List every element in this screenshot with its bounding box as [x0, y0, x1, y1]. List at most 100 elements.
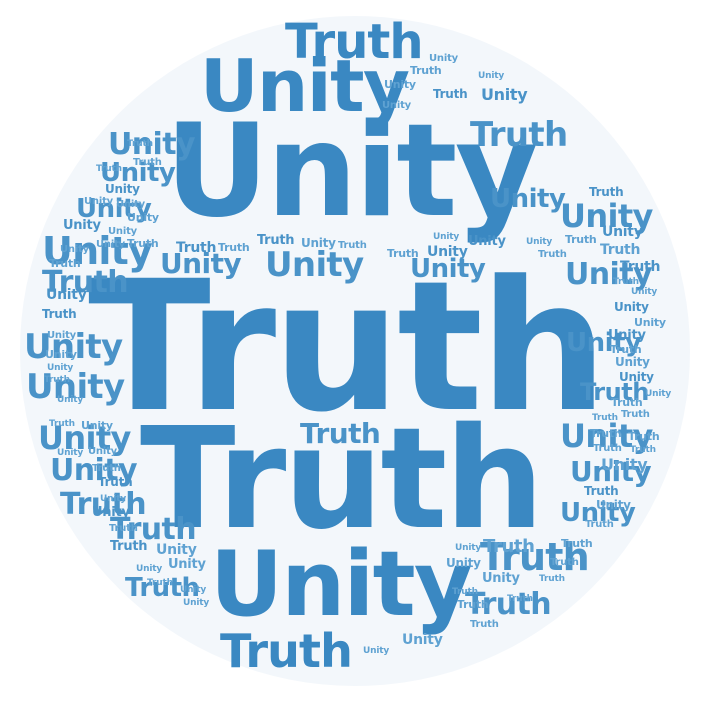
cloud-word-truth: Truth — [44, 375, 70, 385]
cloud-word-unity: Unity — [481, 85, 528, 104]
cloud-word-unity: Unity — [108, 127, 196, 162]
cloud-word-unity: Unity — [566, 328, 642, 358]
cloud-word-truth: Truth — [42, 307, 77, 321]
cloud-word-truth: Truth — [125, 573, 200, 603]
cloud-word-unity: Unity — [526, 237, 553, 247]
cloud-word-truth: Truth — [550, 557, 579, 568]
cloud-word-truth: Truth — [410, 64, 442, 77]
cloud-word-truth: Truth — [220, 624, 353, 678]
cloud-word-truth: Truth — [592, 413, 618, 423]
cloud-word-unity: Unity — [429, 53, 458, 64]
cloud-word-unity: Unity — [560, 498, 636, 528]
cloud-word-truth: Truth — [589, 185, 624, 199]
cloud-word-truth: Truth — [433, 87, 468, 101]
cloud-word-unity: Unity — [45, 348, 77, 361]
cloud-word-truth: Truth — [470, 619, 499, 630]
cloud-word-truth: Truth — [620, 259, 661, 275]
cloud-word-truth: Truth — [387, 247, 419, 260]
cloud-word-truth: Truth — [593, 443, 622, 454]
cloud-word-truth: Truth — [584, 484, 619, 498]
cloud-word-truth: Truth — [465, 587, 552, 622]
cloud-word-unity: Unity — [402, 632, 443, 648]
cloud-word-unity: Unity — [100, 158, 176, 188]
cloud-word-unity: Unity — [108, 226, 137, 237]
cloud-word-unity: Unity — [76, 194, 152, 224]
cloud-word-unity: Unity — [382, 100, 411, 111]
cloud-word-unity: Unity — [433, 232, 460, 242]
cloud-word-unity: Unity — [26, 367, 125, 407]
cloud-word-unity: Unity — [565, 257, 653, 292]
cloud-word-truth: Truth — [110, 512, 197, 547]
cloud-word-unity: Unity — [105, 182, 140, 196]
cloud-word-truth: Truth — [109, 523, 138, 534]
cloud-word-unity: Unity — [482, 571, 520, 586]
cloud-word-truth: Truth — [610, 343, 642, 356]
cloud-word-unity: Unity — [615, 355, 650, 369]
cloud-word-unity: Unity — [384, 78, 416, 91]
cloud-word-unity: Unity — [168, 557, 206, 572]
cloud-word-unity: Unity — [50, 453, 138, 488]
cloud-word-truth: Truth — [147, 578, 173, 588]
cloud-word-unity: Unity — [619, 370, 654, 384]
cloud-word-truth: Truth — [590, 427, 622, 440]
cloud-word-unity: Unity — [24, 327, 123, 367]
cloud-word-unity: Unity — [92, 505, 130, 520]
cloud-word-truth: Truth — [60, 487, 147, 522]
cloud-word-truth: Truth — [257, 233, 295, 248]
cloud-word-unity: Unity — [608, 328, 646, 343]
cloud-word-truth: Truth — [565, 233, 597, 246]
cloud-word-truth: Truth — [613, 277, 639, 287]
cloud-word-unity: Unity — [42, 229, 153, 273]
cloud-background-disc — [20, 16, 690, 686]
cloud-word-unity: Unity — [160, 247, 242, 280]
cloud-word-unity: Unity — [410, 254, 486, 284]
cloud-word-unity: Unity — [634, 316, 666, 329]
cloud-word-truth: Truth — [300, 417, 381, 450]
cloud-word-unity: Unity — [560, 417, 653, 455]
cloud-word-truth: Truth — [538, 249, 567, 260]
cloud-word-unity: Unity — [180, 585, 207, 595]
cloud-word-truth: Truth — [49, 257, 81, 270]
cloud-word-unity: Unity — [468, 234, 506, 249]
cloud-word-unity: Unity — [60, 244, 89, 255]
cloud-word-unity: Unity — [210, 532, 473, 637]
cloud-word-truth: Truth — [561, 537, 593, 550]
cloud-word-truth: Truth — [611, 396, 643, 409]
cloud-word-unity: Unity — [301, 236, 336, 250]
cloud-word-unity: Unity — [455, 543, 482, 553]
cloud-word-unity: Unity — [47, 330, 76, 341]
cloud-word-unity: Unity — [165, 97, 538, 246]
cloud-word-truth: Truth — [176, 240, 217, 256]
cloud-word-unity: Unity — [81, 419, 113, 432]
cloud-word-truth: Truth — [127, 237, 159, 250]
cloud-word-unity: Unity — [602, 224, 643, 240]
cloud-word-truth: Truth — [88, 243, 608, 452]
cloud-word-unity: Unity — [631, 287, 658, 297]
cloud-word-unity: Unity — [596, 498, 631, 512]
cloud-word-truth: Truth — [483, 536, 535, 557]
cloud-word-unity: Unity — [46, 287, 87, 303]
cloud-word-unity: Unity — [265, 245, 364, 285]
cloud-word-unity: Unity — [63, 218, 101, 233]
cloud-word-truth: Truth — [133, 157, 162, 168]
cloud-word-unity: Unity — [200, 44, 410, 128]
cloud-word-unity: Unity — [614, 300, 649, 314]
cloud-word-truth: Truth — [507, 594, 533, 604]
cloud-word-unity: Unity — [601, 455, 648, 474]
cloud-word-truth: Truth — [42, 265, 129, 300]
cloud-word-unity: Unity — [570, 455, 652, 488]
cloud-word-unity: Unity — [38, 419, 131, 457]
cloud-word-unity: Unity — [84, 196, 113, 207]
cloud-word-unity: Unity — [183, 598, 210, 608]
cloud-word-truth: Truth — [218, 241, 250, 254]
cloud-word-unity: Unity — [446, 556, 481, 570]
cloud-word-truth: Truth — [539, 574, 565, 584]
cloud-word-truth: Truth — [580, 378, 649, 406]
cloud-word-unity: Unity — [116, 199, 145, 210]
cloud-word-truth: Truth — [140, 398, 544, 561]
cloud-word-unity: Unity — [96, 239, 125, 250]
cloud-word-unity: Unity — [156, 542, 197, 558]
cloud-word-truth: Truth — [628, 430, 660, 443]
cloud-word-truth: Truth — [470, 115, 568, 155]
cloud-word-truth: Truth — [98, 475, 133, 489]
